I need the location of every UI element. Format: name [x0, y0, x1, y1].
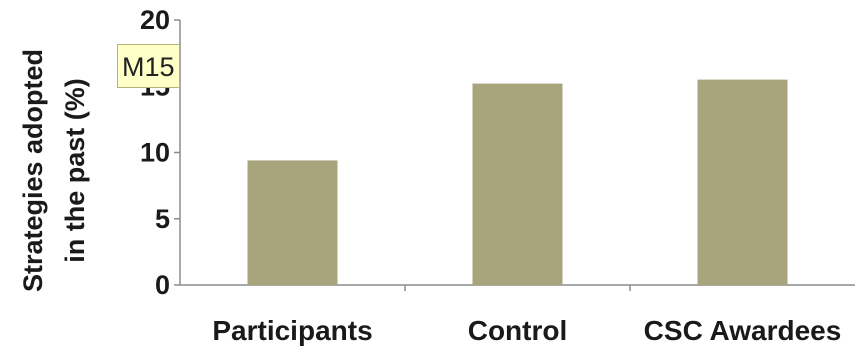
bar-csc-awardees — [697, 79, 788, 285]
y-tick-label-5: 5 — [155, 204, 170, 234]
labels: 05101520ParticipantsControlCSC Awardees — [140, 5, 841, 346]
y-tick-label-20: 20 — [140, 5, 170, 35]
comment-marker[interactable]: M15 — [117, 44, 180, 88]
y-axis-title-line: in the past (%) — [60, 78, 90, 263]
y-tick-label-10: 10 — [140, 138, 170, 168]
y-axis-title: Strategies adopted in the past (%) — [18, 49, 90, 292]
bar-control — [472, 83, 563, 285]
bar-participants — [247, 160, 338, 285]
x-category-label: CSC Awardees — [644, 315, 842, 346]
x-category-label: Control — [468, 315, 568, 346]
y-tick-label-0: 0 — [155, 270, 170, 300]
y-axis-title-line: Strategies adopted — [18, 49, 48, 292]
x-category-label: Participants — [212, 315, 372, 346]
bars — [247, 79, 788, 285]
